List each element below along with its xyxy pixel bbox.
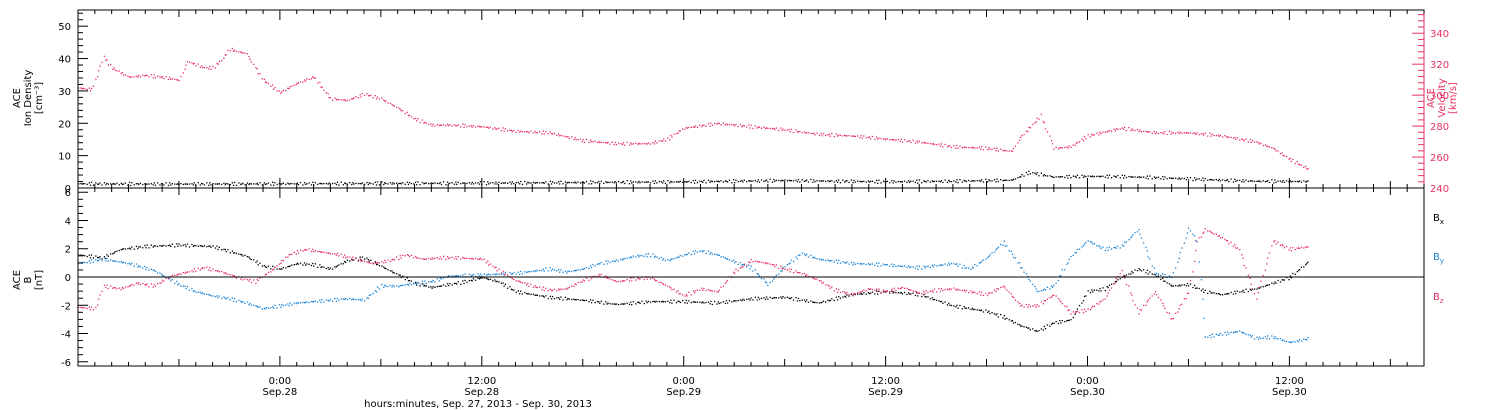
time-tick-label: 0:00: [672, 376, 694, 387]
b-field-tick-label: 4: [65, 216, 71, 227]
velocity-tick-label: 240: [1430, 184, 1449, 195]
magnetic-field-panel: -6 -4 -2 0 2 4 6 ACEB[nT] Bx By Bz: [12, 187, 1444, 369]
time-tick-label: 12:00: [1275, 376, 1304, 387]
date-tick-label: Sep.30: [1070, 387, 1105, 398]
date-tick-label: Sep.30: [1272, 387, 1307, 398]
time-tick-label: 12:00: [467, 376, 496, 387]
series-bz: [78, 228, 1309, 320]
date-tick-label: Sep.28: [464, 387, 499, 398]
b-field-tick-label: 6: [65, 188, 71, 199]
b-field-tick-label: -2: [61, 301, 71, 312]
b-field-tick-label: 2: [65, 245, 71, 256]
top-panel-frame: [77, 9, 1425, 189]
density-tick-label: 40: [58, 55, 71, 66]
density-tick-label: 10: [58, 152, 71, 163]
density-tick-label: 30: [58, 87, 71, 98]
date-tick-label: Sep.29: [666, 387, 701, 398]
time-tick-label: 12:00: [871, 376, 900, 387]
legend-bz: Bz: [1433, 292, 1444, 305]
b-field-tick-label: -4: [61, 330, 71, 341]
b-field-axis: -6 -4 -2 0 2 4 6: [61, 188, 88, 369]
velocity-tick-label: 260: [1430, 153, 1449, 164]
legend-by: By: [1433, 252, 1444, 265]
velocity-tick-label: 300: [1430, 91, 1449, 102]
b-field-tick-label: -6: [61, 358, 71, 369]
series-bx: [78, 243, 1309, 333]
time-tick-label: 0:00: [269, 376, 291, 387]
density-tick-label: 50: [58, 22, 71, 33]
density-velocity-panel: 0 10 20 30 40 50 240 260 280 300 320 340 ACEIon De…: [12, 9, 1459, 195]
velocity-tick-label: 320: [1430, 60, 1449, 71]
time-tick-label: 0:00: [1076, 376, 1098, 387]
b-component-legend: Bx By Bz: [1433, 213, 1444, 305]
date-tick-label: Sep.29: [868, 387, 903, 398]
density-series: [78, 170, 1309, 187]
density-axis: 0 10 20 30 40 50: [58, 12, 88, 195]
legend-bx: Bx: [1433, 213, 1444, 226]
velocity-tick-label: 280: [1430, 122, 1449, 133]
series-by: [78, 227, 1309, 344]
time-axis-label: hours:minutes, Sep. 27, 2013 - Sep. 30, …: [364, 399, 592, 410]
date-tick-label: Sep.28: [263, 387, 298, 398]
velocity-axis-label: ACEVelocity[km/s]: [1426, 78, 1459, 117]
density-tick-label: 0: [65, 184, 71, 195]
time-axis: 0:00Sep.2812:00Sep.280:00Sep.2912:00Sep.…: [77, 10, 1425, 398]
density-axis-label: ACEIon Density[cm⁻³]: [12, 70, 45, 127]
top-panel-series: [78, 47, 1309, 187]
velocity-series: [78, 47, 1309, 170]
bottom-panel-series: [78, 227, 1309, 344]
density-tick-label: 20: [58, 119, 71, 130]
velocity-tick-label: 340: [1430, 29, 1449, 40]
b-field-axis-label: ACEB[nT]: [12, 270, 45, 290]
b-field-tick-label: 0: [65, 273, 71, 284]
